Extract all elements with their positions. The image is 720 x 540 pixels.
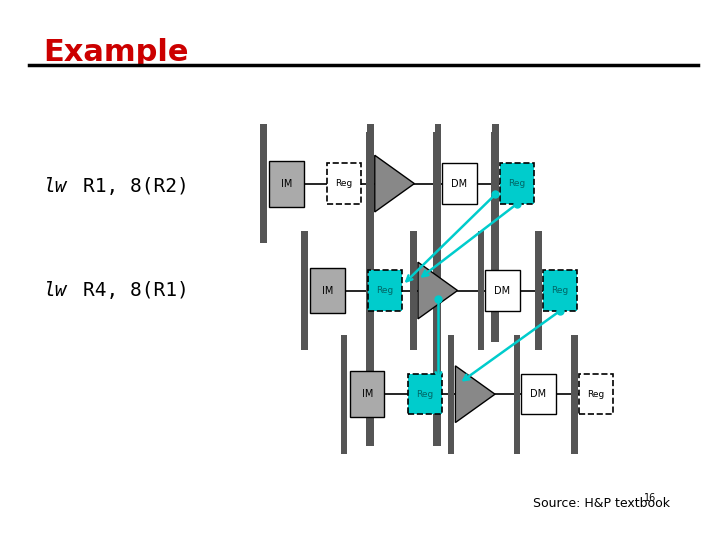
Text: DM: DM <box>451 179 467 188</box>
Text: DM: DM <box>531 389 546 399</box>
Polygon shape <box>418 262 458 319</box>
FancyBboxPatch shape <box>514 335 521 454</box>
FancyBboxPatch shape <box>310 267 345 313</box>
Text: IM: IM <box>361 389 373 399</box>
FancyBboxPatch shape <box>485 270 520 310</box>
FancyBboxPatch shape <box>500 163 534 204</box>
Text: DM: DM <box>495 286 510 295</box>
FancyBboxPatch shape <box>579 374 613 415</box>
FancyBboxPatch shape <box>350 372 384 417</box>
FancyBboxPatch shape <box>368 270 402 310</box>
Polygon shape <box>375 156 415 212</box>
Text: lw: lw <box>43 281 67 300</box>
Text: R1, 8(R2): R1, 8(R2) <box>83 177 189 196</box>
FancyBboxPatch shape <box>408 374 442 415</box>
Text: 16: 16 <box>644 493 657 503</box>
Text: Reg: Reg <box>336 179 353 188</box>
FancyBboxPatch shape <box>433 132 441 446</box>
FancyBboxPatch shape <box>491 132 498 342</box>
FancyBboxPatch shape <box>366 132 374 446</box>
FancyBboxPatch shape <box>341 335 347 454</box>
FancyBboxPatch shape <box>367 124 374 243</box>
Text: Reg: Reg <box>588 390 605 399</box>
FancyBboxPatch shape <box>410 231 417 350</box>
FancyBboxPatch shape <box>261 124 266 243</box>
Text: Reg: Reg <box>416 390 433 399</box>
FancyBboxPatch shape <box>442 163 477 204</box>
FancyBboxPatch shape <box>478 231 484 350</box>
FancyBboxPatch shape <box>543 270 577 310</box>
Text: Reg: Reg <box>508 179 526 188</box>
Text: Example: Example <box>43 38 189 67</box>
Text: Source: H&P textbook: Source: H&P textbook <box>533 497 670 510</box>
Text: IM: IM <box>322 286 333 295</box>
FancyBboxPatch shape <box>327 163 361 204</box>
FancyBboxPatch shape <box>301 231 308 350</box>
FancyBboxPatch shape <box>492 124 498 243</box>
Text: Reg: Reg <box>377 286 394 295</box>
FancyBboxPatch shape <box>521 374 556 415</box>
Text: IM: IM <box>281 179 292 188</box>
FancyBboxPatch shape <box>448 335 454 454</box>
FancyBboxPatch shape <box>435 124 441 243</box>
FancyBboxPatch shape <box>536 231 542 350</box>
FancyBboxPatch shape <box>269 160 304 206</box>
Polygon shape <box>456 366 495 422</box>
Text: lw: lw <box>43 177 67 196</box>
FancyBboxPatch shape <box>572 335 577 454</box>
Text: R4, 8(R1): R4, 8(R1) <box>83 281 189 300</box>
Text: Reg: Reg <box>552 286 569 295</box>
